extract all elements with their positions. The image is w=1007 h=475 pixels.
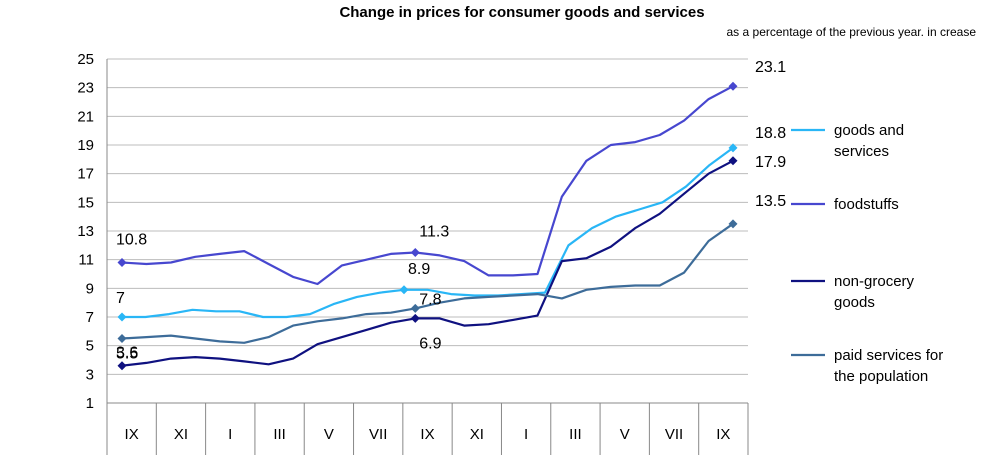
data-label: 10.8 [116, 232, 147, 249]
data-point-marker [117, 258, 127, 268]
grid-lines [107, 58, 748, 404]
data-label: 17.9 [755, 154, 786, 171]
data-label: 7 [116, 290, 125, 307]
legend-label: goods and [834, 122, 904, 139]
data-label: 7.8 [419, 291, 441, 308]
data-label: 23.1 [755, 59, 786, 76]
legend-label-line2: the population [834, 368, 928, 385]
data-point-marker [728, 81, 738, 91]
data-point-marker [728, 156, 738, 166]
x-tick-label: VII [665, 426, 683, 443]
legend-label: foodstuffs [834, 196, 899, 213]
x-tick-label: III [273, 426, 286, 443]
data-point-marker [728, 143, 738, 153]
data-point-marker [117, 361, 127, 371]
x-tick-label: XI [470, 426, 484, 443]
y-tick-label: 23 [77, 80, 94, 97]
series-line [121, 85, 734, 286]
x-tick-label: IX [420, 426, 434, 443]
data-label: 5.5 [116, 346, 138, 363]
legend: goods and services foodstuffs non-grocery go… [791, 122, 943, 385]
data-label: 3.6 [116, 345, 138, 362]
data-labels: 7 8.9 18.8 10.8 11.3 23.1 3.6 6.9 17.9 5.5 7.8 13.5 [116, 59, 786, 362]
chart-subtitle: as a percentage of the previous year. in… [727, 25, 977, 39]
y-tick-label: 7 [86, 309, 94, 326]
y-tick-label: 11 [78, 252, 94, 269]
data-point-marker [117, 334, 127, 343]
legend-label-line2: goods [834, 294, 875, 311]
y-tick-label: 19 [77, 137, 94, 154]
x-axis: IX XI I III V VII IX XI I III V VII IX [106, 402, 749, 455]
x-tick-label: IX [716, 426, 730, 443]
x-tick-label: V [620, 426, 630, 443]
data-point-marker [410, 303, 420, 313]
data-point-marker [410, 313, 420, 323]
y-tick-label: 1 [86, 395, 94, 412]
data-point-marker [728, 219, 738, 229]
data-label: 8.9 [408, 261, 430, 278]
data-label: 13.5 [755, 193, 786, 210]
y-tick-label: 15 [77, 194, 94, 211]
series-group [117, 81, 738, 371]
data-label: 11.3 [419, 224, 449, 241]
y-tick-label: 5 [86, 338, 94, 355]
x-tick-label: I [228, 426, 232, 443]
y-tick-label: 25 [77, 51, 94, 68]
x-tick-label: III [569, 426, 582, 443]
x-tick-label: VII [369, 426, 387, 443]
data-point-marker [117, 312, 127, 322]
series-line [122, 147, 734, 319]
series-line [121, 222, 734, 344]
data-label: 18.8 [755, 125, 786, 142]
chart-title: Change in prices for consumer goods and … [339, 4, 704, 21]
series-line [121, 159, 734, 367]
y-tick-label: 9 [86, 280, 94, 297]
data-label: 6.9 [419, 335, 441, 352]
y-tick-label: 13 [77, 223, 94, 240]
legend-label: non-grocery [834, 273, 915, 290]
x-tick-label: XI [174, 426, 188, 443]
data-point-marker [410, 248, 420, 257]
legend-label: paid services for [834, 347, 943, 364]
data-point-marker [399, 285, 409, 295]
x-tick-label: IX [125, 426, 139, 443]
x-tick-label: V [324, 426, 334, 443]
y-tick-label: 21 [77, 108, 94, 125]
y-tick-label: 17 [77, 166, 94, 183]
y-tick-label: 3 [86, 366, 94, 383]
x-tick-label: I [524, 426, 528, 443]
legend-label-line2: services [834, 143, 889, 160]
